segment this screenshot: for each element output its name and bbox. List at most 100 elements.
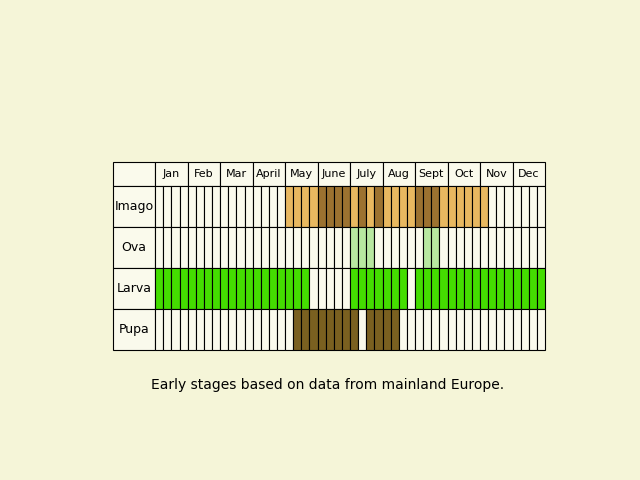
Bar	[366, 227, 374, 268]
Bar	[277, 309, 285, 350]
Bar	[220, 162, 253, 186]
Text: Aug: Aug	[388, 169, 410, 179]
Bar	[253, 227, 260, 268]
Bar	[113, 309, 155, 350]
Bar	[180, 227, 188, 268]
Bar	[537, 186, 545, 227]
Bar	[163, 309, 172, 350]
Bar	[488, 309, 496, 350]
Bar	[350, 162, 383, 186]
Bar	[277, 186, 285, 227]
Bar	[480, 227, 488, 268]
Bar	[399, 227, 407, 268]
Bar	[260, 309, 269, 350]
Bar	[172, 186, 180, 227]
Bar	[310, 309, 317, 350]
Bar	[253, 268, 260, 309]
Bar	[163, 186, 172, 227]
Bar	[113, 162, 155, 186]
Bar	[383, 186, 390, 227]
Bar	[504, 186, 513, 227]
Bar	[244, 309, 253, 350]
Bar	[196, 268, 204, 309]
Bar	[212, 227, 220, 268]
Bar	[399, 268, 407, 309]
Bar	[456, 268, 464, 309]
Bar	[220, 227, 228, 268]
Bar	[342, 186, 350, 227]
Bar	[456, 309, 464, 350]
Bar	[285, 227, 293, 268]
Bar	[260, 227, 269, 268]
Bar	[390, 227, 399, 268]
Bar	[513, 186, 520, 227]
Bar	[244, 227, 253, 268]
Bar	[390, 309, 399, 350]
Bar	[431, 268, 440, 309]
Bar	[253, 162, 285, 186]
Bar	[529, 186, 537, 227]
Bar	[390, 186, 399, 227]
Bar	[520, 268, 529, 309]
Bar	[228, 268, 236, 309]
Bar	[358, 309, 366, 350]
Bar	[155, 186, 163, 227]
Bar	[480, 309, 488, 350]
Bar	[464, 268, 472, 309]
Bar	[537, 227, 545, 268]
Bar	[504, 227, 513, 268]
Bar	[277, 227, 285, 268]
Bar	[253, 186, 260, 227]
Bar	[228, 227, 236, 268]
Bar	[326, 186, 334, 227]
Bar	[220, 186, 228, 227]
Bar	[317, 162, 350, 186]
Bar	[172, 309, 180, 350]
Bar	[244, 268, 253, 309]
Bar	[236, 309, 244, 350]
Text: Jan: Jan	[163, 169, 180, 179]
Bar	[415, 268, 423, 309]
Bar	[399, 309, 407, 350]
Bar	[204, 186, 212, 227]
Bar	[277, 268, 285, 309]
Bar	[431, 186, 440, 227]
Bar	[529, 309, 537, 350]
Bar	[113, 268, 155, 309]
Bar	[350, 186, 358, 227]
Bar	[472, 268, 480, 309]
Bar	[220, 309, 228, 350]
Bar	[317, 227, 326, 268]
Bar	[366, 268, 374, 309]
Bar	[172, 227, 180, 268]
Bar	[366, 309, 374, 350]
Bar	[188, 309, 196, 350]
Bar	[334, 268, 342, 309]
Bar	[440, 227, 447, 268]
Bar	[440, 268, 447, 309]
Bar	[472, 309, 480, 350]
Bar	[188, 162, 220, 186]
Text: Oct: Oct	[454, 169, 474, 179]
Bar	[293, 309, 301, 350]
Bar	[228, 309, 236, 350]
Bar	[456, 227, 464, 268]
Bar	[415, 309, 423, 350]
Bar	[204, 268, 212, 309]
Bar	[188, 186, 196, 227]
Bar	[293, 227, 301, 268]
Bar	[383, 162, 415, 186]
Bar	[113, 186, 155, 227]
Bar	[488, 227, 496, 268]
Bar	[488, 186, 496, 227]
Bar	[301, 309, 310, 350]
Bar	[236, 186, 244, 227]
Bar	[374, 309, 383, 350]
Bar	[513, 309, 520, 350]
Bar	[520, 186, 529, 227]
Text: Pupa: Pupa	[118, 323, 149, 336]
Bar	[431, 309, 440, 350]
Bar	[488, 268, 496, 309]
Bar	[334, 186, 342, 227]
Bar	[513, 268, 520, 309]
